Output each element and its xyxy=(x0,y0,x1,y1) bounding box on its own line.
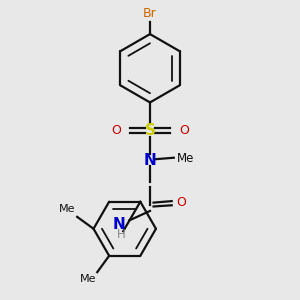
Text: S: S xyxy=(145,123,155,138)
Text: Me: Me xyxy=(80,274,96,284)
Text: N: N xyxy=(113,217,126,232)
Text: Me: Me xyxy=(59,205,76,214)
Text: O: O xyxy=(179,124,189,137)
Text: O: O xyxy=(176,196,186,209)
Text: H: H xyxy=(117,228,125,241)
Text: Br: Br xyxy=(143,8,157,20)
Text: O: O xyxy=(111,124,121,137)
Text: Me: Me xyxy=(177,152,194,164)
Text: N: N xyxy=(144,153,156,168)
